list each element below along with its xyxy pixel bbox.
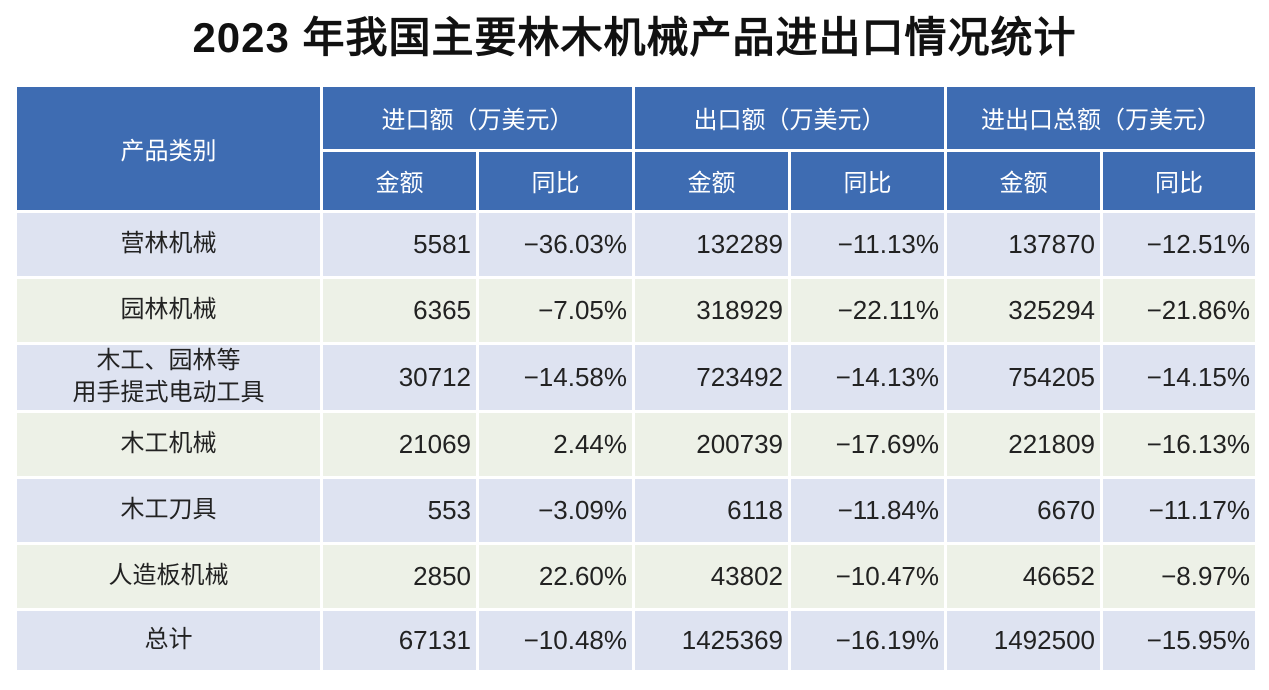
value-cell: −14.13%	[788, 342, 947, 413]
value-cell: −11.17%	[1100, 475, 1258, 545]
header-sub-row: 金额 同比 金额 同比 金额 同比	[16, 148, 1258, 214]
value-cell: −14.58%	[476, 342, 635, 413]
value-cell: 200739	[632, 409, 791, 479]
value-cell: −10.47%	[788, 541, 947, 611]
value-cell: 30712	[320, 342, 479, 413]
value-cell: 723492	[632, 342, 791, 413]
header-total-yoy: 同比	[1100, 148, 1258, 214]
value-cell: 132289	[632, 210, 791, 279]
product-cell: 园林机械	[14, 276, 323, 345]
value-cell: −14.15%	[1100, 342, 1258, 413]
table-row: 木工刀具 553 −3.09% 6118 −11.84% 6670 −11.17…	[14, 475, 1258, 545]
value-cell: 318929	[632, 276, 791, 345]
value-cell: 67131	[320, 607, 479, 673]
table-row: 园林机械 6365 −7.05% 318929 −22.11% 325294 −…	[14, 276, 1258, 345]
header-export-group: 出口额（万美元）	[632, 84, 947, 152]
value-cell: 325294	[944, 276, 1103, 345]
value-cell: 6670	[944, 475, 1103, 545]
value-cell: 6365	[320, 276, 479, 345]
table-row: 人造板机械 2850 22.60% 43802 −10.47% 46652 −8…	[14, 541, 1258, 611]
header-group-row: 产品类别 进口额（万美元） 出口额（万美元） 进出口总额（万美元）	[14, 84, 1258, 213]
product-cell: 木工、园林等 用手提式电动工具	[14, 342, 323, 413]
value-cell: 553	[320, 475, 479, 545]
value-cell: 22.60%	[476, 541, 635, 611]
value-cell: 221809	[944, 409, 1103, 479]
value-cell: 43802	[632, 541, 791, 611]
value-cell: −11.84%	[788, 475, 947, 545]
header-import-amount: 金额	[320, 148, 479, 214]
header-total-amount: 金额	[944, 148, 1103, 214]
table-body: 营林机械 5581 −36.03% 132289 −11.13% 137870 …	[14, 210, 1258, 673]
value-cell: 6118	[632, 475, 791, 545]
value-cell: 2850	[320, 541, 479, 611]
product-cell: 木工刀具	[14, 475, 323, 545]
value-cell: −12.51%	[1100, 210, 1258, 279]
table-row: 木工、园林等 用手提式电动工具 30712 −14.58% 723492 −14…	[14, 342, 1258, 413]
table-row: 营林机械 5581 −36.03% 132289 −11.13% 137870 …	[14, 210, 1258, 279]
value-cell: −3.09%	[476, 475, 635, 545]
value-cell: 1492500	[944, 607, 1103, 673]
table-row: 木工机械 21069 2.44% 200739 −17.69% 221809 −…	[14, 409, 1258, 479]
value-cell: 2.44%	[476, 409, 635, 479]
table-row-total: 总计 67131 −10.48% 1425369 −16.19% 1492500…	[14, 607, 1258, 673]
value-cell: −8.97%	[1100, 541, 1258, 611]
value-cell: 137870	[944, 210, 1103, 279]
value-cell: −11.13%	[788, 210, 947, 279]
table-header: 产品类别 进口额（万美元） 出口额（万美元） 进出口总额（万美元） 金额 同比 …	[14, 84, 1258, 214]
page-title: 2023 年我国主要林木机械产品进出口情况统计	[192, 14, 1077, 61]
value-cell: 46652	[944, 541, 1103, 611]
value-cell: −22.11%	[788, 276, 947, 345]
header-product-category: 产品类别	[14, 84, 323, 213]
header-import-group: 进口额（万美元）	[320, 84, 635, 152]
product-cell: 木工机械	[14, 409, 323, 479]
product-cell: 人造板机械	[14, 541, 323, 611]
product-cell: 总计	[14, 607, 323, 673]
value-cell: −10.48%	[476, 607, 635, 673]
value-cell: 21069	[320, 409, 479, 479]
value-cell: −15.95%	[1100, 607, 1258, 673]
value-cell: −7.05%	[476, 276, 635, 345]
header-export-yoy: 同比	[788, 148, 947, 214]
value-cell: −36.03%	[476, 210, 635, 279]
header-import-yoy: 同比	[476, 148, 635, 214]
value-cell: −16.13%	[1100, 409, 1258, 479]
import-export-table: 产品类别 进口额（万美元） 出口额（万美元） 进出口总额（万美元） 金额 同比 …	[14, 84, 1258, 673]
header-export-amount: 金额	[632, 148, 791, 214]
value-cell: 754205	[944, 342, 1103, 413]
header-total-group: 进出口总额（万美元）	[944, 84, 1258, 152]
value-cell: −21.86%	[1100, 276, 1258, 345]
value-cell: 1425369	[632, 607, 791, 673]
value-cell: −16.19%	[788, 607, 947, 673]
value-cell: −17.69%	[788, 409, 947, 479]
value-cell: 5581	[320, 210, 479, 279]
product-cell: 营林机械	[14, 210, 323, 279]
